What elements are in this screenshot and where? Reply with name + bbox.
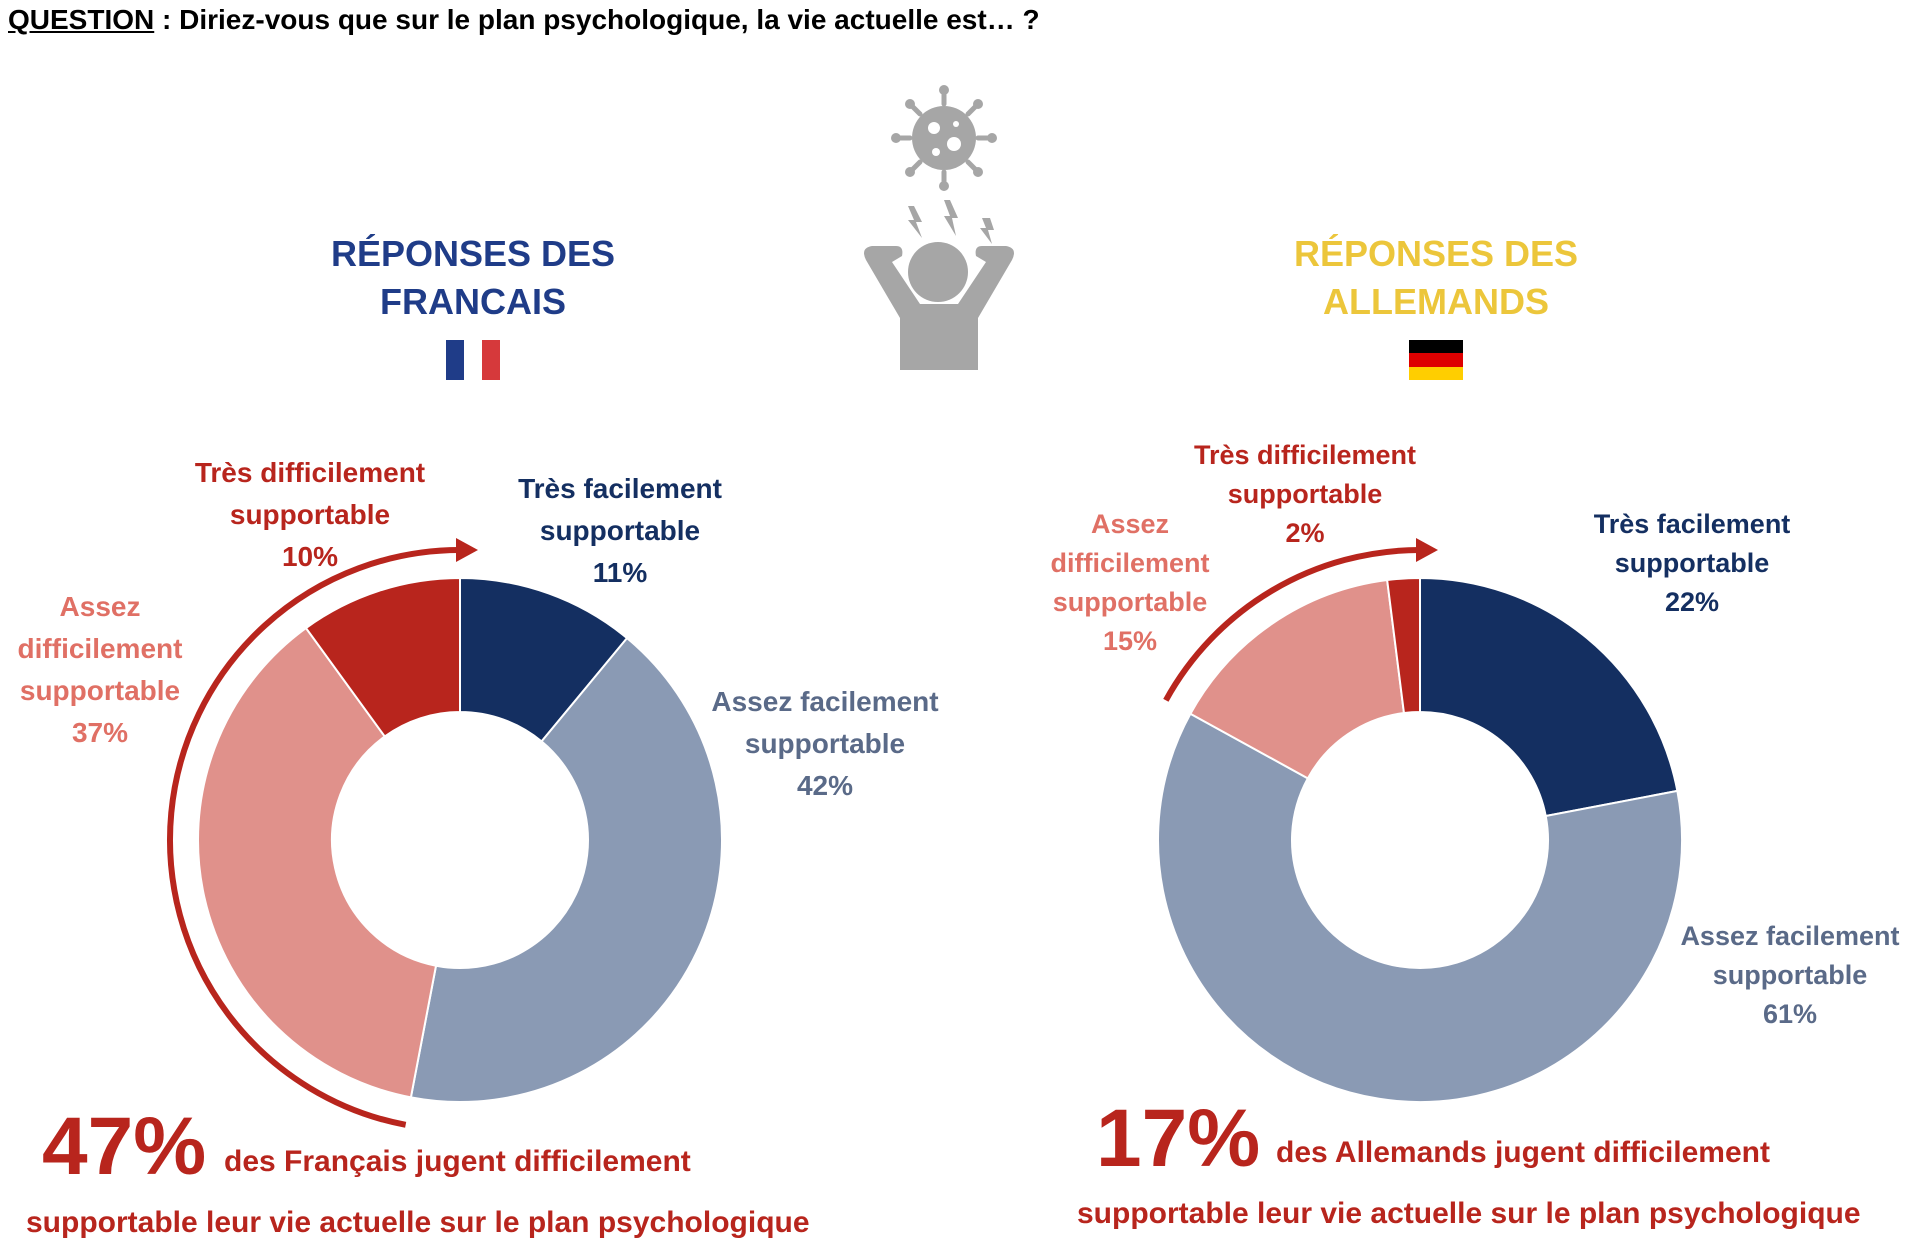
france-flag: [446, 340, 500, 380]
label-value: 37%: [71, 717, 129, 748]
germany-label-tres-facilement: Très facilement supportable 22%: [1567, 505, 1817, 622]
germany-label-tres-difficilement: Très difficilement supportable 2%: [1165, 436, 1445, 553]
germany-summary-line1: des Allemands jugent difficilement: [1276, 1136, 1770, 1169]
germany-flag-stripe: [1409, 353, 1463, 367]
label-line: Très difficilement: [194, 457, 426, 488]
label-line: supportable: [19, 675, 181, 706]
germany-slice-tres-difficilement: [1386, 576, 1421, 715]
germany-label-assez-facilement: Assez facilement supportable 61%: [1660, 917, 1920, 1034]
label-value: 22%: [1664, 587, 1720, 617]
france-title-line1: RÉPONSES DES: [330, 233, 616, 274]
germany-flag-stripe: [1409, 366, 1463, 380]
france-label-assez-difficilement: Assez difficilement supportable 37%: [0, 586, 200, 754]
label-line: Très facilement: [1593, 509, 1791, 539]
germany-slice-assez-difficilement: [1189, 578, 1406, 780]
germany-summary-line2: supportable leur vie actuelle sur le pla…: [1077, 1197, 1861, 1230]
label-line: Assez: [1090, 509, 1170, 539]
france-flag-stripe: [482, 340, 500, 380]
label-line: Assez facilement: [711, 686, 939, 717]
germany-title-line2: ALLEMANDS: [1323, 281, 1549, 322]
france-difficult-share-arrowhead: [456, 538, 478, 562]
germany-title: RÉPONSES DES ALLEMANDS: [1216, 230, 1656, 326]
label-line: supportable: [744, 728, 906, 759]
germany-slice-assez-facilement: [1157, 712, 1683, 1103]
france-slice-tres-difficilement: [304, 576, 461, 738]
question-label: QUESTION: [8, 4, 155, 35]
stressed-person-icon: [864, 200, 1014, 370]
germany-summary-percent: 17%: [1096, 1093, 1261, 1184]
france-summary-line2: supportable leur vie actuelle sur le pla…: [26, 1206, 810, 1239]
question-text: Diriez-vous que sur le plan psychologiqu…: [179, 4, 1040, 35]
france-summary-percent: 47%: [42, 1101, 207, 1192]
label-line: supportable: [229, 499, 391, 530]
france-label-tres-facilement: Très facilement supportable 11%: [505, 468, 735, 594]
label-line: Très difficilement: [1193, 440, 1417, 470]
label-value: 10%: [281, 541, 339, 572]
france-summary-line1: des Français jugent difficilement: [224, 1145, 691, 1178]
label-value: 42%: [796, 770, 854, 801]
label-line: Assez: [59, 591, 141, 622]
label-line: supportable: [1614, 548, 1770, 578]
france-slice-assez-difficilement: [197, 626, 438, 1099]
germany-difficult-share-arrowhead: [1416, 538, 1438, 562]
label-line: supportable: [1052, 587, 1208, 617]
france-difficult-share-arc: [167, 547, 461, 1128]
france-label-tres-difficilement: Très difficilement supportable 10%: [170, 452, 450, 578]
label-line: Assez facilement: [1680, 921, 1900, 951]
question-header: QUESTION : Diriez-vous que sur le plan p…: [8, 4, 1040, 36]
label-value: 11%: [592, 557, 648, 588]
france-title-line2: FRANCAIS: [380, 281, 566, 322]
france-donut-chart: [167, 538, 723, 1128]
label-line: Très facilement: [518, 473, 722, 504]
germany-title-line1: RÉPONSES DES: [1293, 233, 1579, 274]
label-line: supportable: [1227, 479, 1383, 509]
label-line: difficilement: [17, 633, 183, 664]
france-flag-stripe: [464, 340, 482, 380]
germany-difficult-share-arc: [1163, 547, 1421, 702]
france-slice-assez-facilement: [409, 636, 723, 1103]
germany-slice-tres-facilement: [1419, 576, 1679, 818]
france-title: RÉPONSES DES FRANCAIS: [253, 230, 693, 326]
france-flag-stripe: [446, 340, 464, 380]
virus-icon: [891, 85, 997, 191]
germany-flag: [1409, 340, 1463, 380]
germany-flag-stripe: [1409, 340, 1463, 354]
question-separator: :: [154, 4, 180, 35]
france-label-assez-facilement: Assez facilement supportable 42%: [695, 681, 955, 807]
label-value: 61%: [1762, 999, 1818, 1029]
label-value: 15%: [1102, 626, 1158, 656]
label-line: difficilement: [1050, 548, 1210, 578]
label-value: 2%: [1285, 518, 1325, 548]
label-line: supportable: [1712, 960, 1868, 990]
germany-donut-chart: [1157, 538, 1683, 1103]
label-line: supportable: [539, 515, 701, 546]
germany-label-assez-difficilement: Assez difficilement supportable 15%: [1030, 505, 1230, 661]
